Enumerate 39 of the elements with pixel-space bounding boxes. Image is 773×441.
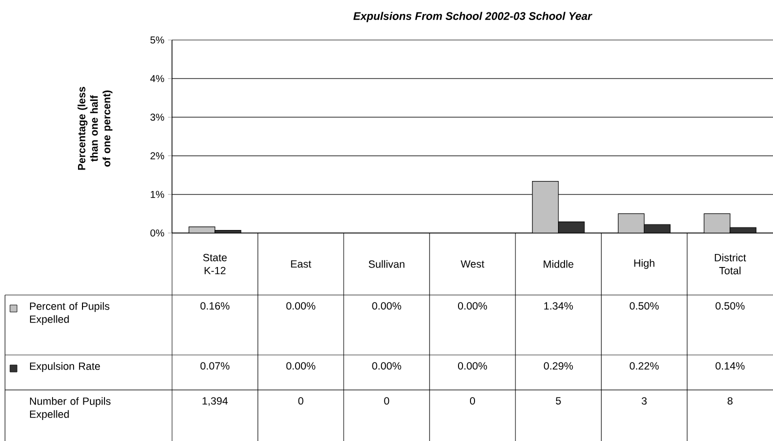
data-label: 0.07% <box>200 362 230 370</box>
x-tick-label: Sullivan <box>368 260 404 268</box>
chart-title: Expulsions From School 2002-03 School Year <box>353 12 592 22</box>
data-label: 0.00% <box>458 302 488 310</box>
y-tick-label: 3% <box>150 114 164 121</box>
text: 0 <box>470 397 476 405</box>
x-tick-label: High <box>634 259 654 269</box>
y-tick-label: 2% <box>150 152 164 160</box>
x-tick-label: Middle <box>544 260 574 268</box>
legend-label: Percent of Pupils Expelled <box>30 302 110 325</box>
data-label: 0.22% <box>630 362 659 370</box>
legend-label: Expulsion Rate <box>30 362 100 372</box>
data-label: 0.16% <box>200 302 230 310</box>
text: 5 <box>556 397 561 405</box>
x-tick-label: State K-12 <box>203 254 227 274</box>
x-tick-label: District Total <box>714 254 746 274</box>
text: 0 <box>384 397 390 405</box>
data-label: 0.00% <box>286 362 316 370</box>
data-label: 0.00% <box>372 302 402 310</box>
data-label: 0.50% <box>630 302 659 310</box>
text: 8 <box>728 397 733 405</box>
y-tick-label: 4% <box>150 75 164 82</box>
data-label: 0.50% <box>716 302 745 310</box>
data-label: 0.00% <box>458 362 488 370</box>
y-axis-title: Percentage (less than one half of one percent) <box>78 86 112 170</box>
y-tick-label: 5% <box>150 36 164 44</box>
y-tick-label: 0% <box>150 229 164 237</box>
text: 3 <box>642 397 647 405</box>
data-label: 0.00% <box>286 302 316 310</box>
data-label: 0.14% <box>716 362 745 370</box>
data-label: 0.29% <box>544 362 573 370</box>
text: 0 <box>298 397 304 405</box>
x-tick-label: East <box>291 260 312 268</box>
text: Number of Pupils Expelled <box>30 397 110 420</box>
data-label: 1.34% <box>544 302 573 310</box>
data-label: 0.00% <box>372 362 402 370</box>
x-tick-label: West <box>460 260 484 268</box>
text: 1,394 <box>202 397 228 406</box>
y-tick-label: 1% <box>150 190 164 198</box>
